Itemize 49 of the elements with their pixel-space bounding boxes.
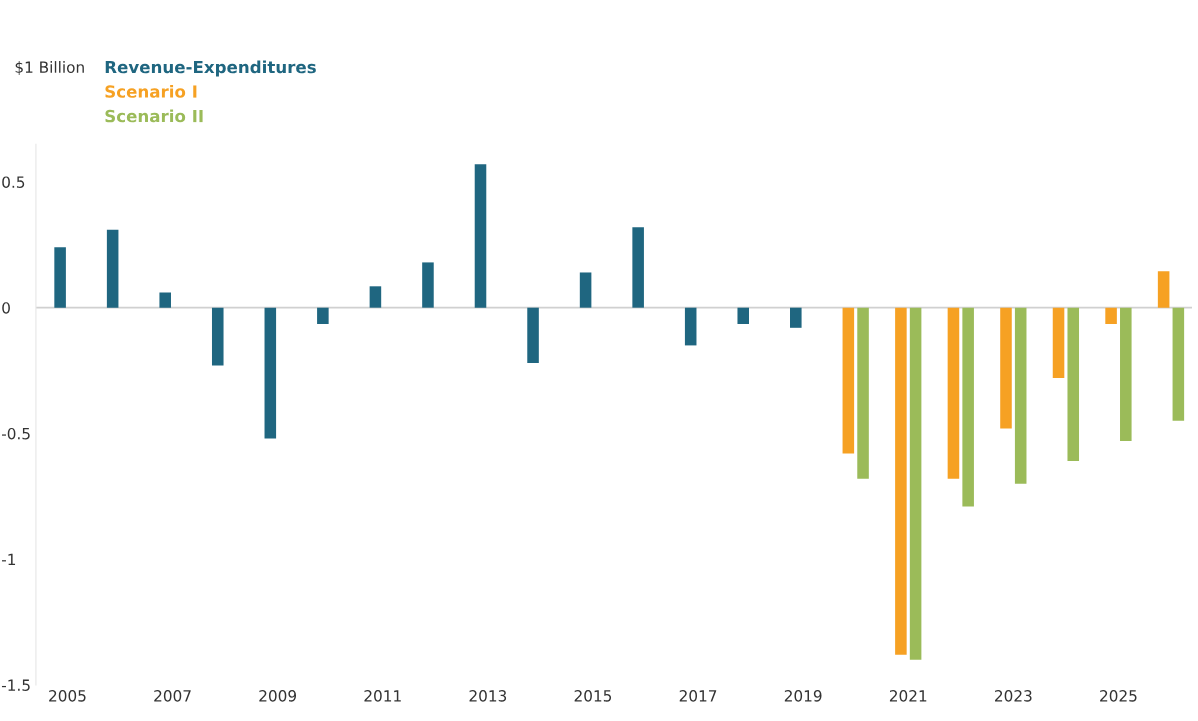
x-tick-label: 2011 [364, 690, 401, 702]
bar [369, 286, 382, 308]
bar [1105, 307, 1117, 325]
text: Scenario I [105, 84, 197, 98]
bar [474, 164, 487, 308]
y-axis-title: $1 Billion [15, 61, 84, 75]
bar [1014, 307, 1027, 484]
x-tick-label: 2023 [995, 690, 1032, 702]
x-tick-label: 2021 [889, 690, 927, 702]
bar [1052, 307, 1065, 379]
text: Scenario II [105, 109, 203, 123]
bar [211, 307, 224, 366]
y-tick-label: 0 [2, 302, 10, 314]
y-tick-label: -1.5 [1, 679, 30, 691]
bar [962, 307, 974, 507]
bar [159, 292, 171, 308]
bar [422, 262, 434, 308]
bar [737, 307, 750, 325]
bar [909, 307, 922, 660]
x-tick-label: 2005 [49, 690, 86, 702]
y-tick-label: 0.5 [2, 176, 25, 188]
x-tick-label: 2017 [679, 690, 717, 702]
bar [527, 307, 539, 364]
y-tick-label: -0.5 [1, 427, 30, 440]
bar [895, 307, 907, 655]
bar [632, 227, 644, 308]
bar [106, 229, 119, 308]
bar [1000, 307, 1012, 429]
bar [1120, 307, 1132, 441]
x-tick-label: 2019 [784, 690, 822, 702]
bar [317, 307, 329, 325]
bar [857, 307, 869, 479]
bar [264, 307, 277, 439]
bar [947, 307, 960, 479]
bar [842, 307, 855, 454]
text: Revenue-Expenditures [105, 60, 316, 77]
x-tick-label: 2025 [1100, 690, 1137, 702]
bar [1067, 307, 1080, 462]
bar [790, 307, 802, 328]
x-tick-label: 2015 [574, 690, 612, 702]
bar [579, 272, 592, 308]
bar [1172, 307, 1185, 421]
bar [1157, 271, 1170, 308]
x-tick-label: 2007 [154, 690, 191, 702]
bar [54, 247, 66, 308]
bar [684, 307, 697, 346]
x-tick-label: 2013 [469, 690, 507, 702]
y-tick-label: -1 [1, 553, 16, 565]
x-tick-label: 2009 [259, 690, 297, 702]
